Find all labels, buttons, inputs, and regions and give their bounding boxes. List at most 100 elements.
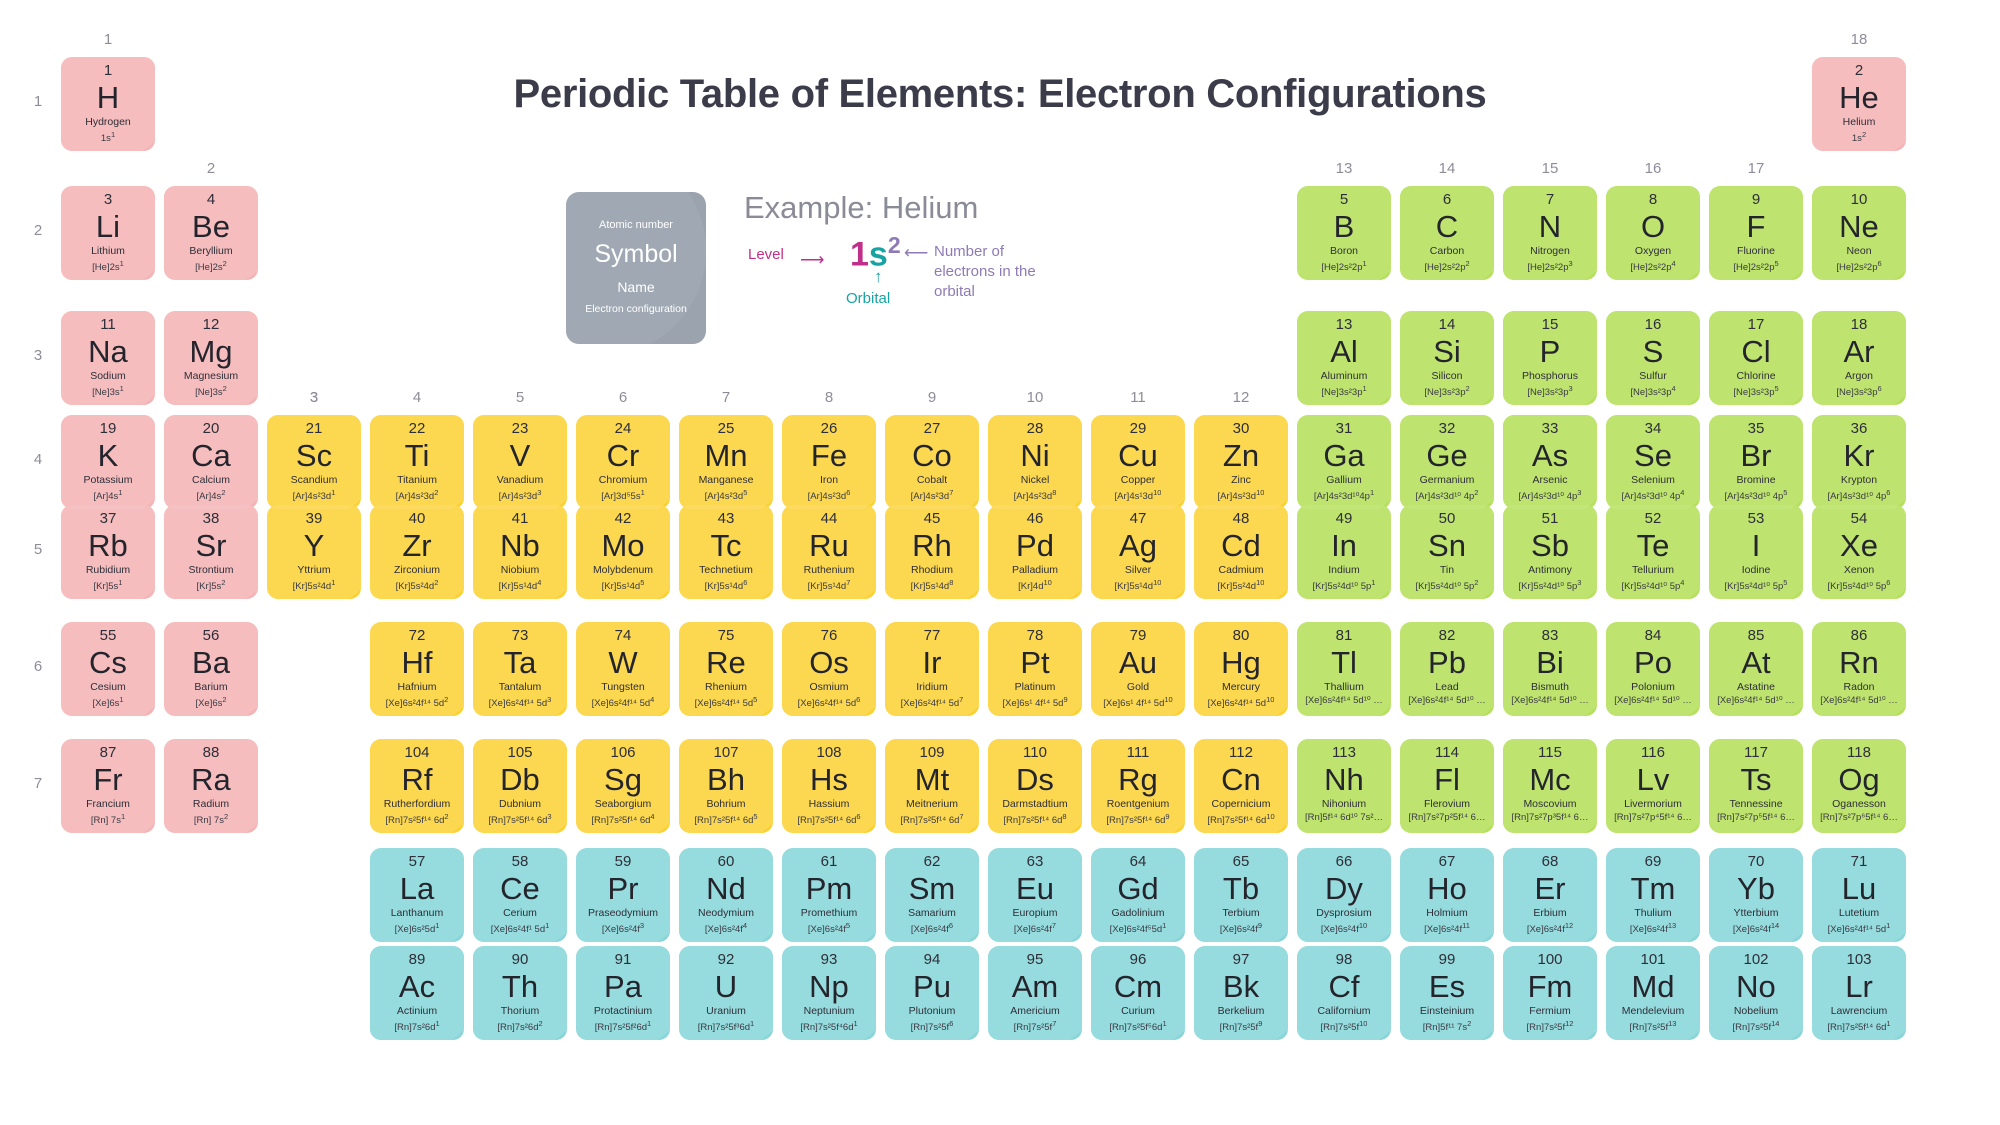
element-cell-la[interactable]: 57 La Lanthanum [Xe]6s²5d1 <box>370 848 464 942</box>
element-cell-rh[interactable]: 45 Rh Rhodium [Kr]5s¹4d8 <box>885 505 979 599</box>
element-cell-y[interactable]: 39 Y Yttrium [Kr]5s²4d1 <box>267 505 361 599</box>
element-cell-xe[interactable]: 54 Xe Xenon [Kr]5s²4d¹⁰ 5p6 <box>1812 505 1906 599</box>
element-cell-te[interactable]: 52 Te Tellurium [Kr]5s²4d¹⁰ 5p4 <box>1606 505 1700 599</box>
element-cell-db[interactable]: 105 Db Dubnium [Rn]7s²5f¹⁴ 6d3 <box>473 739 567 833</box>
element-cell-kr[interactable]: 36 Kr Krypton [Ar]4s²3d¹⁰ 4p6 <box>1812 415 1906 509</box>
element-cell-he[interactable]: 2 He Helium 1s2 <box>1812 57 1906 151</box>
element-cell-ni[interactable]: 28 Ni Nickel [Ar]4s²3d8 <box>988 415 1082 509</box>
element-cell-be[interactable]: 4 Be Beryllium [He]2s2 <box>164 186 258 280</box>
element-cell-bh[interactable]: 107 Bh Bohrium [Rn]7s²5f¹⁴ 6d5 <box>679 739 773 833</box>
element-cell-sg[interactable]: 106 Sg Seaborgium [Rn]7s²5f¹⁴ 6d4 <box>576 739 670 833</box>
element-cell-ba[interactable]: 56 Ba Barium [Xe]6s2 <box>164 622 258 716</box>
element-cell-o[interactable]: 8 O Oxygen [He]2s²2p4 <box>1606 186 1700 280</box>
element-cell-li[interactable]: 3 Li Lithium [He]2s1 <box>61 186 155 280</box>
element-cell-hg[interactable]: 80 Hg Mercury [Xe]6s²4f¹⁴ 5d10 <box>1194 622 1288 716</box>
element-cell-mg[interactable]: 12 Mg Magnesium [Ne]3s2 <box>164 311 258 405</box>
element-cell-ta[interactable]: 73 Ta Tantalum [Xe]6s²4f¹⁴ 5d3 <box>473 622 567 716</box>
element-cell-nb[interactable]: 41 Nb Niobium [Kr]5s¹4d4 <box>473 505 567 599</box>
element-cell-ra[interactable]: 88 Ra Radium [Rn] 7s2 <box>164 739 258 833</box>
element-cell-ho[interactable]: 67 Ho Holmium [Xe]6s²4f11 <box>1400 848 1494 942</box>
element-cell-sm[interactable]: 62 Sm Samarium [Xe]6s²4f6 <box>885 848 979 942</box>
element-cell-at[interactable]: 85 At Astatine [Xe]6s²4f¹⁴ 5d¹⁰ … <box>1709 622 1803 716</box>
element-cell-pm[interactable]: 61 Pm Promethium [Xe]6s²4f5 <box>782 848 876 942</box>
element-cell-es[interactable]: 99 Es Einsteinium [Rn]5f¹¹ 7s2 <box>1400 946 1494 1040</box>
element-cell-ti[interactable]: 22 Ti Titanium [Ar]4s²3d2 <box>370 415 464 509</box>
element-cell-ar[interactable]: 18 Ar Argon [Ne]3s²3p6 <box>1812 311 1906 405</box>
element-cell-pa[interactable]: 91 Pa Protactinium [Rn]7s²5f²6d1 <box>576 946 670 1040</box>
element-cell-as[interactable]: 33 As Arsenic [Ar]4s²3d¹⁰ 4p3 <box>1503 415 1597 509</box>
element-cell-cr[interactable]: 24 Cr Chromium [Ar]3d⁵5s1 <box>576 415 670 509</box>
element-cell-au[interactable]: 79 Au Gold [Xe]6s¹ 4f¹⁴ 5d10 <box>1091 622 1185 716</box>
element-cell-tl[interactable]: 81 Tl Thallium [Xe]6s²4f¹⁴ 5d¹⁰ … <box>1297 622 1391 716</box>
element-cell-ge[interactable]: 32 Ge Germanium [Ar]4s²3d¹⁰ 4p2 <box>1400 415 1494 509</box>
element-cell-bi[interactable]: 83 Bi Bismuth [Xe]6s²4f¹⁴ 5d¹⁰ … <box>1503 622 1597 716</box>
element-cell-no[interactable]: 102 No Nobelium [Rn]7s²5f14 <box>1709 946 1803 1040</box>
element-cell-c[interactable]: 6 C Carbon [He]2s²2p2 <box>1400 186 1494 280</box>
element-cell-tc[interactable]: 43 Tc Technetium [Kr]5s¹4d6 <box>679 505 773 599</box>
element-cell-eu[interactable]: 63 Eu Europium [Xe]6s²4f7 <box>988 848 1082 942</box>
element-cell-pb[interactable]: 82 Pb Lead [Xe]6s²4f¹⁴ 5d¹⁰ … <box>1400 622 1494 716</box>
element-cell-sr[interactable]: 38 Sr Strontium [Kr]5s2 <box>164 505 258 599</box>
element-cell-po[interactable]: 84 Po Polonium [Xe]6s²4f¹⁴ 5d¹⁰ … <box>1606 622 1700 716</box>
element-cell-cl[interactable]: 17 Cl Chlorine [Ne]3s²3p5 <box>1709 311 1803 405</box>
element-cell-rb[interactable]: 37 Rb Rubidium [Kr]5s1 <box>61 505 155 599</box>
element-cell-p[interactable]: 15 P Phosphorus [Ne]3s²3p3 <box>1503 311 1597 405</box>
element-cell-h[interactable]: 1 H Hydrogen 1s1 <box>61 57 155 151</box>
element-cell-i[interactable]: 53 I Iodine [Kr]5s²4d¹⁰ 5p5 <box>1709 505 1803 599</box>
element-cell-bk[interactable]: 97 Bk Berkelium [Rn]7s²5f9 <box>1194 946 1288 1040</box>
element-cell-se[interactable]: 34 Se Selenium [Ar]4s²3d¹⁰ 4p4 <box>1606 415 1700 509</box>
element-cell-sb[interactable]: 51 Sb Antimony [Kr]5s²4d¹⁰ 5p3 <box>1503 505 1597 599</box>
element-cell-er[interactable]: 68 Er Erbium [Xe]6s²4f12 <box>1503 848 1597 942</box>
element-cell-ne[interactable]: 10 Ne Neon [He]2s²2p6 <box>1812 186 1906 280</box>
element-cell-hf[interactable]: 72 Hf Hafnium [Xe]6s²4f¹⁴ 5d2 <box>370 622 464 716</box>
element-cell-mo[interactable]: 42 Mo Molybdenum [Kr]5s¹4d5 <box>576 505 670 599</box>
element-cell-cd[interactable]: 48 Cd Cadmium [Kr]5s²4d10 <box>1194 505 1288 599</box>
element-cell-br[interactable]: 35 Br Bromine [Ar]4s²3d¹⁰ 4p5 <box>1709 415 1803 509</box>
element-cell-cs[interactable]: 55 Cs Cesium [Xe]6s1 <box>61 622 155 716</box>
element-cell-dy[interactable]: 66 Dy Dysprosium [Xe]6s²4f10 <box>1297 848 1391 942</box>
element-cell-lr[interactable]: 103 Lr Lawrencium [Rn]7s²5f¹⁴ 6d1 <box>1812 946 1906 1040</box>
element-cell-np[interactable]: 93 Np Neptunium [Rn]7s²5f⁴6d1 <box>782 946 876 1040</box>
element-cell-fe[interactable]: 26 Fe Iron [Ar]4s²3d6 <box>782 415 876 509</box>
element-cell-v[interactable]: 23 V Vanadium [Ar]4s²3d3 <box>473 415 567 509</box>
element-cell-lu[interactable]: 71 Lu Lutetium [Xe]6s²4f¹⁴ 5d1 <box>1812 848 1906 942</box>
element-cell-ds[interactable]: 110 Ds Darmstadtium [Rn]7s²5f¹⁴ 6d8 <box>988 739 1082 833</box>
element-cell-hs[interactable]: 108 Hs Hassium [Rn]7s²5f¹⁴ 6d6 <box>782 739 876 833</box>
element-cell-zr[interactable]: 40 Zr Zirconium [Kr]5s²4d2 <box>370 505 464 599</box>
element-cell-tb[interactable]: 65 Tb Terbium [Xe]6s²4f9 <box>1194 848 1288 942</box>
element-cell-rn[interactable]: 86 Rn Radon [Xe]6s²4f¹⁴ 5d¹⁰ … <box>1812 622 1906 716</box>
element-cell-zn[interactable]: 30 Zn Zinc [Ar]4s²3d10 <box>1194 415 1288 509</box>
element-cell-u[interactable]: 92 U Uranium [Rn]7s²5f³6d1 <box>679 946 773 1040</box>
element-cell-mt[interactable]: 109 Mt Meitnerium [Rn]7s²5f¹⁴ 6d7 <box>885 739 979 833</box>
element-cell-mn[interactable]: 25 Mn Manganese [Ar]4s²3d5 <box>679 415 773 509</box>
element-cell-cu[interactable]: 29 Cu Copper [Ar]4s¹3d10 <box>1091 415 1185 509</box>
element-cell-os[interactable]: 76 Os Osmium [Xe]6s²4f¹⁴ 5d6 <box>782 622 876 716</box>
element-cell-mc[interactable]: 115 Mc Moscovium [Rn]7s²7p³5f¹⁴ 6… <box>1503 739 1597 833</box>
element-cell-th[interactable]: 90 Th Thorium [Rn]7s²6d2 <box>473 946 567 1040</box>
element-cell-na[interactable]: 11 Na Sodium [Ne]3s1 <box>61 311 155 405</box>
element-cell-ga[interactable]: 31 Ga Gallium [Ar]4s²3d¹⁰4p1 <box>1297 415 1391 509</box>
element-cell-md[interactable]: 101 Md Mendelevium [Rn]7s²5f13 <box>1606 946 1700 1040</box>
element-cell-n[interactable]: 7 N Nitrogen [He]2s²2p3 <box>1503 186 1597 280</box>
element-cell-ir[interactable]: 77 Ir Iridium [Xe]6s²4f¹⁴ 5d7 <box>885 622 979 716</box>
element-cell-k[interactable]: 19 K Potassium [Ar]4s1 <box>61 415 155 509</box>
element-cell-og[interactable]: 118 Og Oganesson [Rn]7s²7p⁶5f¹⁴ 6… <box>1812 739 1906 833</box>
element-cell-pu[interactable]: 94 Pu Plutonium [Rn]7s²5f6 <box>885 946 979 1040</box>
element-cell-in[interactable]: 49 In Indium [Kr]5s²4d¹⁰ 5p1 <box>1297 505 1391 599</box>
element-cell-co[interactable]: 27 Co Cobalt [Ar]4s²3d7 <box>885 415 979 509</box>
element-cell-tm[interactable]: 69 Tm Thulium [Xe]6s²4f13 <box>1606 848 1700 942</box>
element-cell-ts[interactable]: 117 Ts Tennessine [Rn]7s²7p⁵5f¹⁴ 6… <box>1709 739 1803 833</box>
element-cell-pd[interactable]: 46 Pd Palladium [Kr]4d10 <box>988 505 1082 599</box>
element-cell-w[interactable]: 74 W Tungsten [Xe]6s²4f¹⁴ 5d4 <box>576 622 670 716</box>
element-cell-cm[interactable]: 96 Cm Curium [Rn]7s²5f⁵6d1 <box>1091 946 1185 1040</box>
element-cell-nh[interactable]: 113 Nh Nihonium [Rn]5f¹⁴ 6d¹⁰ 7s²… <box>1297 739 1391 833</box>
element-cell-pr[interactable]: 59 Pr Praseodymium [Xe]6s²4f3 <box>576 848 670 942</box>
element-cell-f[interactable]: 9 F Fluorine [He]2s²2p5 <box>1709 186 1803 280</box>
element-cell-ag[interactable]: 47 Ag Silver [Kr]5s¹4d10 <box>1091 505 1185 599</box>
element-cell-s[interactable]: 16 S Sulfur [Ne]3s²3p4 <box>1606 311 1700 405</box>
element-cell-rg[interactable]: 111 Rg Roentgenium [Rn]7s²5f¹⁴ 6d9 <box>1091 739 1185 833</box>
element-cell-yb[interactable]: 70 Yb Ytterbium [Xe]6s²4f14 <box>1709 848 1803 942</box>
element-cell-am[interactable]: 95 Am Americium [Rn]7s²5f7 <box>988 946 1082 1040</box>
element-cell-rf[interactable]: 104 Rf Rutherfordium [Rn]7s²5f¹⁴ 6d2 <box>370 739 464 833</box>
element-cell-b[interactable]: 5 B Boron [He]2s²2p1 <box>1297 186 1391 280</box>
